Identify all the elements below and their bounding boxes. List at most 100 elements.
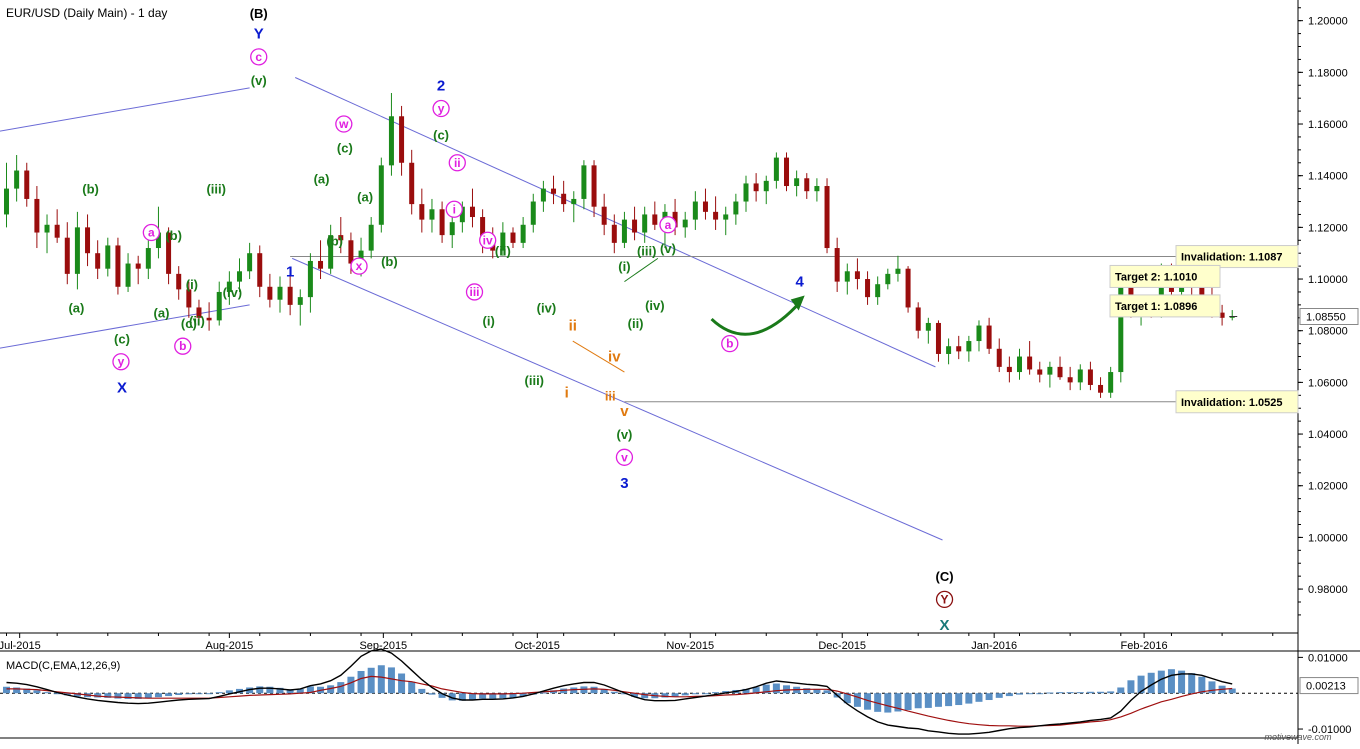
candle-body xyxy=(328,235,334,269)
wave-label: X xyxy=(117,380,127,397)
candle-body xyxy=(571,198,577,205)
candle-body xyxy=(399,116,405,163)
candle-body xyxy=(368,224,374,251)
candle-body xyxy=(1037,369,1043,375)
macd-histogram-bar xyxy=(1188,673,1196,694)
y-tick-label: 1.06000 xyxy=(1308,377,1348,389)
candle-body xyxy=(287,286,293,305)
wave-label: y xyxy=(438,102,445,116)
chart-title: EUR/USD (Daily Main) - 1 day xyxy=(6,6,167,20)
y-tick-label: 1.02000 xyxy=(1308,481,1348,493)
candle-body xyxy=(388,116,394,166)
macd-histogram-bar xyxy=(499,693,507,699)
macd-histogram-bar xyxy=(1076,692,1084,694)
wave-label: ii xyxy=(454,156,461,170)
macd-histogram-bar xyxy=(1056,692,1064,694)
wave-label: v xyxy=(621,450,628,464)
wave-label: b xyxy=(179,339,186,353)
macd-histogram-bar xyxy=(165,693,173,697)
macd-y-tick-label: -0.01000 xyxy=(1308,724,1351,736)
candle-body xyxy=(1006,366,1012,373)
candle-body xyxy=(1047,366,1053,375)
macd-histogram-bar xyxy=(945,693,953,707)
candle-body xyxy=(257,253,263,287)
candle-body xyxy=(733,201,739,215)
candle-body xyxy=(338,235,344,241)
wave-label: (b) xyxy=(381,254,398,269)
candle-body xyxy=(1199,286,1205,295)
wave-label-circle xyxy=(174,337,192,355)
wave-label: (b) xyxy=(326,233,343,248)
wave-label: iv xyxy=(483,233,493,247)
candle-body xyxy=(95,253,101,269)
candle-body xyxy=(652,214,658,225)
macd-histogram-bar xyxy=(752,687,760,694)
macd-histogram-bar xyxy=(1107,691,1115,694)
macd-histogram-bar xyxy=(1005,693,1013,697)
macd-histogram-bar xyxy=(975,693,983,702)
macd-histogram-bar xyxy=(3,686,10,694)
candle-body xyxy=(1067,377,1073,383)
x-tick-label: Jul-2015 xyxy=(0,640,41,652)
candle-body xyxy=(935,322,941,354)
wave-label: (i) xyxy=(618,259,630,274)
macd-histogram-bar xyxy=(610,691,618,694)
wave-label: Y xyxy=(941,592,949,606)
target-label: Target 1: 1.0896 xyxy=(1115,301,1197,313)
y-tick-label: 1.08000 xyxy=(1308,326,1348,338)
candle-body xyxy=(166,232,172,274)
macd-histogram-bar xyxy=(357,670,365,694)
wave-label: (c) xyxy=(181,316,197,331)
macd-histogram-bar xyxy=(377,665,385,694)
candle-body xyxy=(145,248,151,269)
x-tick-label: Nov-2015 xyxy=(666,640,714,652)
macd-histogram-bar xyxy=(864,693,872,710)
candle-body xyxy=(429,209,435,220)
wave-label: (iii) xyxy=(206,182,226,197)
candle-body xyxy=(632,219,638,233)
wave-label-circle xyxy=(350,257,368,275)
macd-histogram-bar xyxy=(43,692,51,694)
candle-body xyxy=(946,346,952,354)
macd-histogram-bar xyxy=(94,693,102,698)
macd-histogram-bar xyxy=(631,693,639,697)
wave-label-circle xyxy=(432,99,450,118)
wave-label: (iii) xyxy=(525,373,545,388)
wave-label-circle xyxy=(445,200,463,218)
candle-body xyxy=(297,297,303,305)
candle-body xyxy=(500,232,506,251)
macd-histogram-bar xyxy=(701,693,709,695)
wave-label: (C) xyxy=(936,569,954,584)
target-box xyxy=(1109,294,1221,318)
macd-histogram-bar xyxy=(53,693,61,695)
macd-histogram-bar xyxy=(843,693,851,704)
macd-histogram-bar xyxy=(681,693,689,696)
macd-histogram-bar xyxy=(813,688,821,694)
x-tick-label: Sep-2015 xyxy=(359,640,407,652)
candle-body xyxy=(773,157,779,181)
candle-body xyxy=(1108,372,1114,393)
y-tick-label: 1.18000 xyxy=(1308,67,1348,79)
wave-label-circle xyxy=(479,231,497,249)
candle-body xyxy=(611,224,617,243)
macd-histogram-bar xyxy=(1026,693,1034,695)
macd-histogram-bar xyxy=(742,688,750,694)
macd-histogram-bar xyxy=(104,693,112,698)
macd-histogram-bar xyxy=(235,688,243,694)
candle-body xyxy=(865,279,871,298)
candle-body xyxy=(642,214,648,233)
current-price-box xyxy=(1299,308,1359,325)
candle-body xyxy=(1087,369,1093,385)
macd-histogram-bar xyxy=(144,693,152,699)
macd-histogram-bar xyxy=(175,693,183,695)
macd-histogram-bar xyxy=(590,686,598,694)
macd-histogram-bar xyxy=(620,693,628,695)
macd-histogram-bar xyxy=(671,693,679,697)
macd-histogram-bar xyxy=(509,693,517,698)
macd-histogram-bar xyxy=(428,693,436,695)
candle-body xyxy=(1158,271,1164,313)
macd-histogram-bar xyxy=(134,693,142,699)
macd-histogram-bar xyxy=(874,693,882,712)
macd-histogram-bar xyxy=(337,682,345,694)
